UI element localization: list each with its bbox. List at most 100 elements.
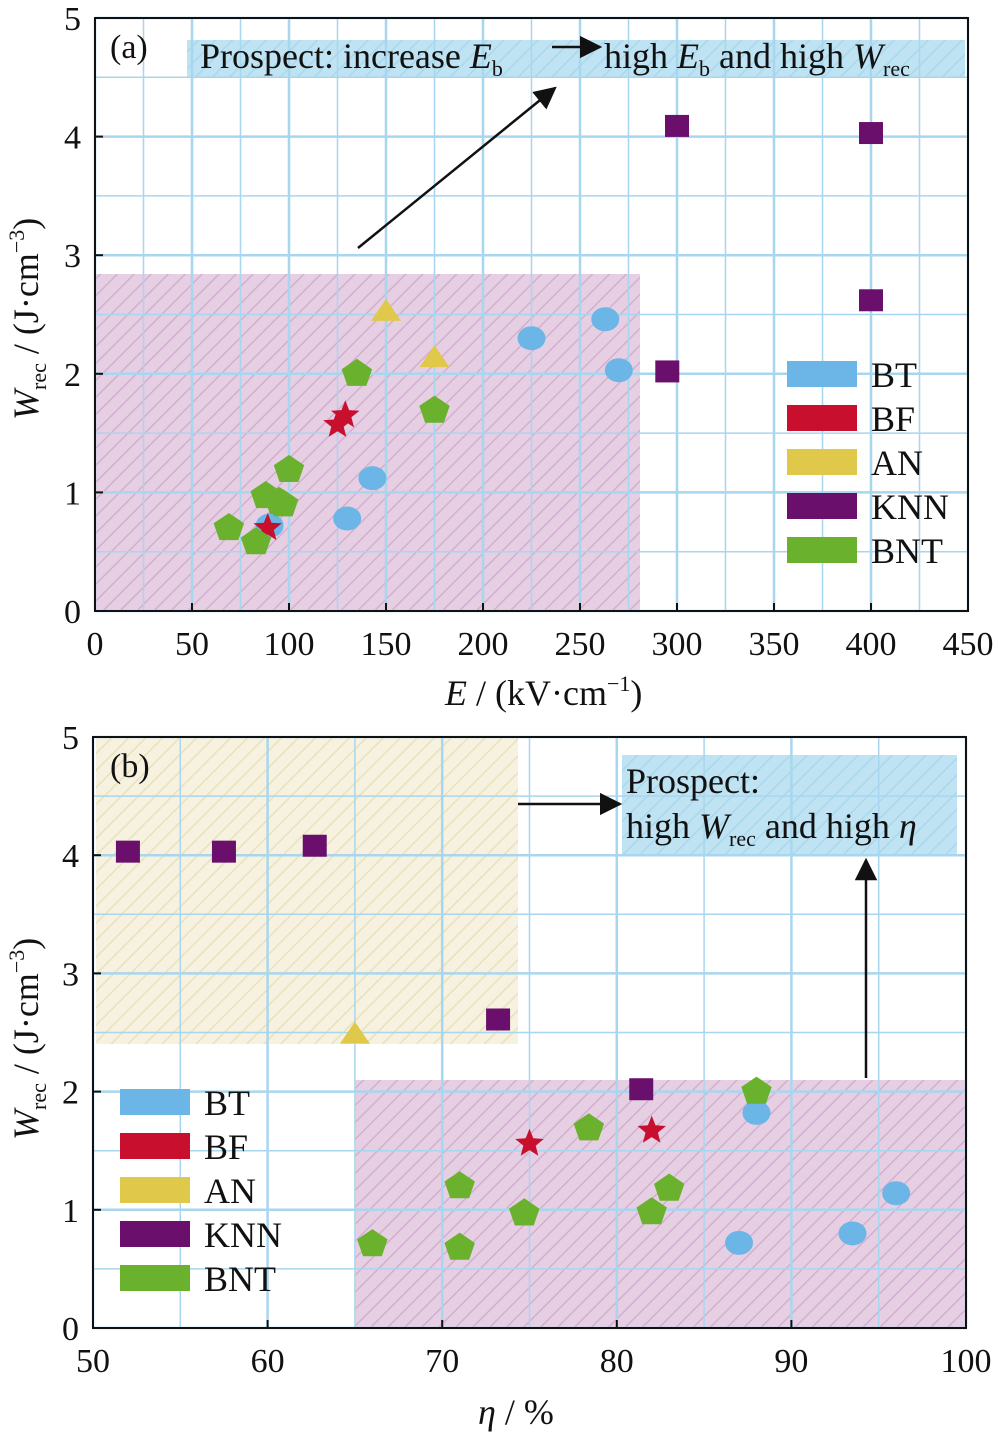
panel-b-point-bf [515, 1128, 544, 1156]
panel-b-xtick-label: 60 [251, 1343, 285, 1380]
panel-b-frame [92, 736, 967, 1329]
panel-b-yellow-region [96, 737, 518, 1044]
panel-a-xtick-label: 250 [555, 626, 606, 663]
panel-a-point-bnt [341, 358, 373, 386]
panel-a-xtick-label: 300 [652, 626, 703, 663]
panel-b-point-bf [637, 1115, 666, 1143]
panel-b-ytick-label: 3 [62, 956, 79, 993]
panel-a-xlabel: E / (kV·cm−1) [444, 671, 642, 713]
panel-a-legend-label-bf: BF [871, 399, 915, 439]
panel-a-xtick-label: 50 [175, 626, 209, 663]
panel-b-legend-label-an: AN [204, 1171, 256, 1211]
panel-b-legend-swatch-bf [120, 1133, 190, 1159]
panel-a-shaded-region [95, 274, 640, 611]
panel-b-legend-label-knn: KNN [204, 1215, 282, 1255]
panel-a-label: (a) [110, 29, 148, 66]
panel-a-ytick-label: 4 [64, 120, 81, 157]
panel-b-point-bnt [573, 1113, 605, 1141]
panel-a-point-bnt [240, 527, 272, 555]
panel-a-legend-label-knn: KNN [871, 487, 949, 527]
panel-b-legend-label-bt: BT [204, 1083, 250, 1123]
panel-b-xlabel: η / % [478, 1392, 554, 1432]
panel-b-point-bnt [654, 1173, 685, 1201]
panel-b-legend-swatch-an [120, 1177, 190, 1203]
panel-b-legend-label-bf: BF [204, 1127, 248, 1167]
panel-b-label: (b) [110, 748, 150, 785]
panel-b-point-knn [211, 840, 236, 863]
panel-a-point-knn [655, 360, 680, 383]
panel-b-point-bt [882, 1181, 911, 1206]
panel-b-xtick-label: 70 [425, 1343, 459, 1380]
panel-b-ytick-label: 1 [62, 1193, 79, 1230]
panel-b-prospect-line1: Prospect: [626, 761, 760, 801]
panel-a-point-bt [591, 307, 620, 332]
panel-a-diagonal-arrow [357, 86, 557, 249]
panel-a-point-knn [665, 114, 689, 137]
panel-a-legend-label-an: AN [871, 443, 923, 483]
panel-a-ytick-label: 2 [64, 357, 81, 394]
panel-a-xtick-label: 200 [458, 626, 509, 663]
panel-b-ytick-label: 5 [62, 720, 79, 757]
panel-b-xtick-label: 80 [600, 1343, 634, 1380]
panel-b-point-bnt [444, 1171, 475, 1199]
panel-b-point-knn [302, 834, 327, 857]
panel-a-point-bnt [419, 395, 450, 423]
panel-a-xtick-label: 150 [361, 626, 412, 663]
panel-b-ytick-label: 4 [62, 838, 79, 875]
panel-a-legend-swatch-bt [787, 361, 857, 387]
panel-a-legend-swatch-bnt [787, 537, 857, 563]
panel-a-point-bnt [273, 454, 305, 482]
panel-a-xtick-label: 100 [264, 626, 315, 663]
panel-a-point-knn [859, 289, 883, 312]
panel-a-xtick-label: 450 [943, 626, 994, 663]
panel-b-prospect-box [622, 755, 957, 855]
panel-b: 50 60 70 80 90 100 0 1 2 3 4 5 (b) Prospect: high W… [4, 720, 992, 1432]
panel-b-point-an [339, 1021, 370, 1044]
panel-a-ytick-label: 5 [64, 1, 81, 38]
panel-a-legend-swatch-an [787, 449, 857, 475]
panel-a-point-bt [517, 326, 546, 351]
panel-a-legend-swatch-knn [787, 493, 857, 519]
panel-a-ytick-label: 1 [64, 475, 81, 512]
panel-a-point-an [371, 298, 401, 321]
panel-b-legend-label-bnt: BNT [204, 1259, 276, 1299]
panel-a-point-bt [358, 466, 387, 491]
panel-a-point-bnt [213, 513, 245, 541]
panel-b-legend-swatch-knn [120, 1221, 190, 1247]
panel-b-point-bt [742, 1100, 771, 1125]
panel-b-point-bnt [741, 1076, 772, 1104]
panel-a-prospect-text: Prospect: increase Eb [200, 36, 503, 81]
panel-b-point-bnt [444, 1232, 475, 1260]
panel-b-legend-swatch-bnt [120, 1265, 190, 1291]
panel-a-point-bf [331, 400, 360, 428]
panel-b-xtick-label: 50 [76, 1343, 110, 1380]
panel-a-ticks: 0 50 100 150 200 250 300 350 400 450 0 1 2 3 4 5 [64, 1, 994, 663]
panel-b-ytick-label: 2 [62, 1075, 79, 1112]
panel-a-xtick-label: 350 [749, 626, 800, 663]
panel-a-point-bf [253, 513, 282, 541]
panel-b-ticks: 50 60 70 80 90 100 0 1 2 3 4 5 [62, 720, 992, 1380]
panel-a-point-bnt [268, 489, 299, 517]
panel-a-frame [94, 17, 969, 612]
panel-b-ylabel: Wrec / (J·cm−3) [4, 938, 51, 1140]
panel-b-point-bt [725, 1230, 754, 1255]
panel-a-point-knn [859, 122, 883, 145]
panel-b-point-knn [115, 840, 140, 863]
panel-a-legend-swatch-bf [787, 405, 857, 431]
panel-a-xtick-label: 400 [846, 626, 897, 663]
panel-b-points [115, 834, 911, 1260]
panel-a-point-an [419, 345, 450, 368]
panel-b-point-knn [629, 1078, 654, 1101]
panel-b-point-bnt [636, 1197, 667, 1225]
panel-b-point-bnt [357, 1229, 388, 1257]
panel-a-prospect-text-2: high Eb and high Wrec [604, 36, 910, 81]
panel-b-point-bnt [509, 1198, 540, 1226]
panel-a-points [213, 114, 883, 555]
panel-a-xtick-label: 0 [87, 626, 104, 663]
panel-a: 0 50 100 150 200 250 300 350 400 450 0 1 2 3 4 5 (a) Pr… [4, 1, 994, 713]
panel-a-legend-label-bnt: BNT [871, 531, 943, 571]
panel-b-prospect-line2: high Wrec and high η [626, 806, 917, 851]
